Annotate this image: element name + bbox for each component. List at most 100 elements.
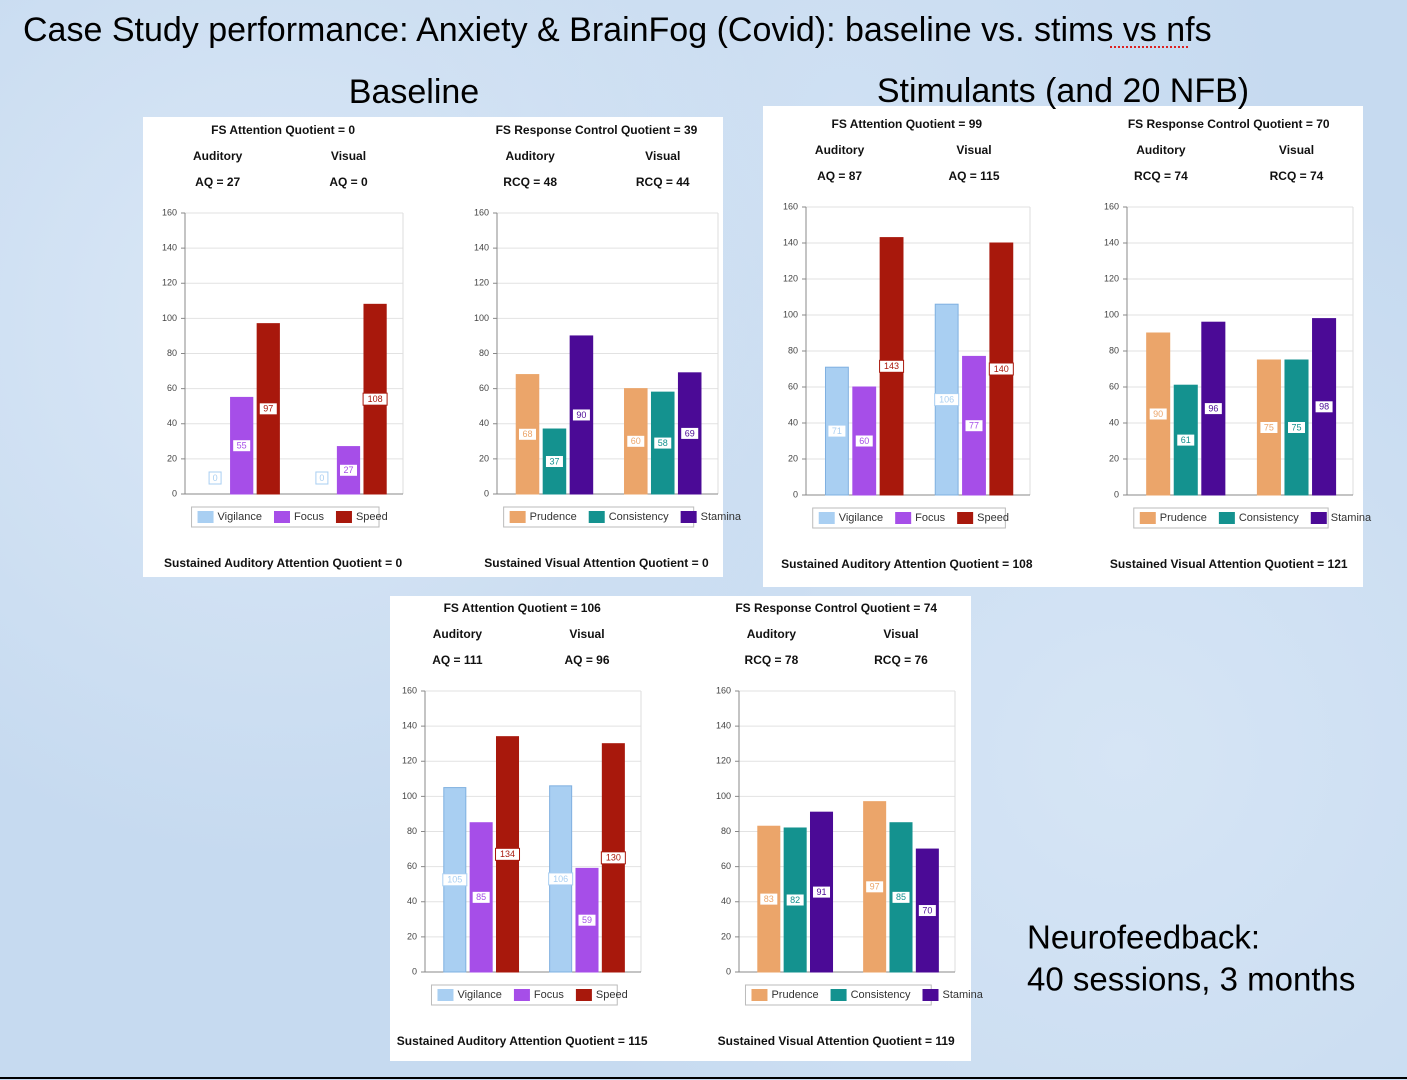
legend-swatch <box>273 511 290 523</box>
group-label: Visual <box>956 143 991 157</box>
group-score: AQ = 27 <box>195 175 240 189</box>
y-tick-label: 0 <box>172 488 177 498</box>
chart-title: FS Response Control Quotient = 70 <box>1128 117 1330 131</box>
group-label: Visual <box>1279 143 1314 157</box>
group-score: AQ = 96 <box>564 653 609 667</box>
value-label: 55 <box>237 441 247 451</box>
value-label-box <box>759 892 779 906</box>
legend-label: Stamina <box>942 989 983 1001</box>
y-tick-label: 100 <box>783 309 798 319</box>
value-label: 105 <box>447 875 462 885</box>
legend-swatch <box>575 989 592 1001</box>
value-label-box <box>258 402 278 416</box>
value-label-box <box>812 885 832 899</box>
value-label-box <box>471 890 491 904</box>
group-score: RCQ = 44 <box>636 175 690 189</box>
y-tick-label: 140 <box>402 721 417 731</box>
y-tick-label: 0 <box>484 488 489 498</box>
legend-label: Focus <box>534 989 564 1001</box>
y-tick-label: 60 <box>479 383 489 393</box>
value-label: 90 <box>576 410 586 420</box>
value-label: 108 <box>368 394 383 404</box>
chart-footer: Sustained Visual Attention Quotient = 11… <box>718 1034 955 1048</box>
value-label: 96 <box>1208 403 1218 413</box>
value-label: 130 <box>606 853 621 863</box>
y-tick-label: 0 <box>726 966 731 976</box>
y-tick-label: 20 <box>721 931 731 941</box>
legend-swatch <box>437 989 454 1001</box>
legend-swatch <box>509 511 526 523</box>
value-label: 140 <box>994 364 1009 374</box>
legend-label: Prudence <box>530 511 577 523</box>
value-label-box <box>854 434 874 448</box>
value-label-box <box>442 873 468 887</box>
value-label-box <box>339 463 358 477</box>
value-label-box <box>827 424 847 438</box>
legend-swatch <box>922 989 939 1001</box>
y-tick-label: 100 <box>474 313 489 323</box>
y-tick-label: 20 <box>479 453 489 463</box>
group-label: Auditory <box>747 627 797 641</box>
y-tick-label: 160 <box>1104 201 1119 211</box>
value-label-box <box>879 359 905 373</box>
chart-title: FS Attention Quotient = 0 <box>211 123 355 137</box>
y-tick-label: 60 <box>721 861 731 871</box>
value-label-box <box>964 419 984 433</box>
chart-title: FS Attention Quotient = 99 <box>832 117 983 131</box>
legend-swatch <box>513 989 530 1001</box>
legend-swatch <box>1310 512 1327 524</box>
value-label-box <box>865 880 885 894</box>
value-label-box <box>680 426 700 440</box>
legend-label: Focus <box>294 511 324 523</box>
legend-label: Stamina <box>701 511 742 523</box>
value-label: 70 <box>922 905 932 915</box>
group-label: Auditory <box>193 149 243 163</box>
group-score: AQ = 115 <box>948 169 999 183</box>
y-tick-label: 40 <box>1109 417 1119 427</box>
chart-title: FS Attention Quotient = 106 <box>444 601 602 615</box>
value-label-box <box>934 393 960 407</box>
y-tick-label: 100 <box>402 791 417 801</box>
legend-swatch <box>818 512 835 524</box>
value-label-box <box>571 408 591 422</box>
value-label-box <box>600 851 626 865</box>
value-label: 85 <box>476 892 486 902</box>
legend-swatch <box>197 511 214 523</box>
group-score: AQ = 0 <box>329 175 368 189</box>
y-tick-label: 40 <box>788 417 798 427</box>
y-tick-label: 60 <box>788 381 798 391</box>
legend-label: Vigilance <box>457 989 501 1001</box>
value-label-box <box>1259 421 1279 434</box>
y-tick-label: 140 <box>1104 237 1119 247</box>
value-label: 143 <box>884 361 899 371</box>
chart-title: FS Response Control Quotient = 39 <box>496 123 698 137</box>
group-label: Visual <box>569 627 604 641</box>
chart-footer: Sustained Auditory Attention Quotient = … <box>397 1034 648 1048</box>
y-tick-label: 160 <box>402 685 417 695</box>
y-tick-label: 120 <box>1104 273 1119 283</box>
y-tick-label: 120 <box>402 756 417 766</box>
slide-title: Case Study performance: Anxiety & BrainF… <box>23 11 1212 49</box>
legend-label: Consistency <box>851 989 911 1001</box>
y-tick-label: 60 <box>1109 381 1119 391</box>
legend-label: Stamina <box>1331 512 1372 524</box>
value-label-box <box>517 427 537 441</box>
value-label-box <box>1176 433 1196 447</box>
group-label: Auditory <box>1136 143 1186 157</box>
value-label-box <box>1203 402 1223 416</box>
y-tick-label: 160 <box>474 207 489 217</box>
value-label-box <box>917 904 937 918</box>
chart-footer: Sustained Visual Attention Quotient = 12… <box>1110 557 1348 571</box>
y-tick-label: 80 <box>479 348 489 358</box>
y-tick-label: 20 <box>407 931 417 941</box>
value-label-box <box>785 893 805 907</box>
value-label-box <box>1148 407 1168 421</box>
legend-label: Speed <box>596 989 628 1001</box>
y-tick-label: 0 <box>1114 489 1119 499</box>
panel <box>143 117 723 577</box>
value-label: 0 <box>213 473 218 483</box>
y-tick-label: 80 <box>1109 345 1119 355</box>
value-label: 97 <box>870 882 880 892</box>
value-label: 106 <box>939 394 954 404</box>
